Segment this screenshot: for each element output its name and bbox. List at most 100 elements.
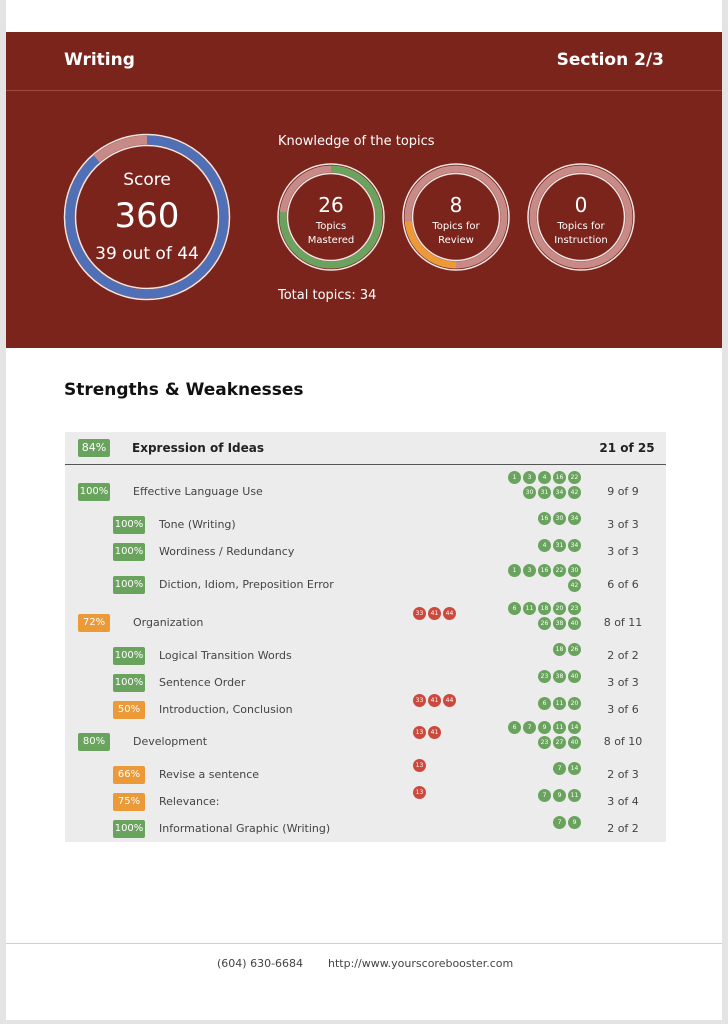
score-ring-graphic <box>63 133 231 301</box>
instruction-ring: 0 Topics for Instruction <box>526 162 636 272</box>
strengths-title: Strengths & Weaknesses <box>64 380 304 400</box>
score-ring: Score 360 39 out of 44 <box>62 132 232 302</box>
incorrect-question-marker[interactable]: 33 <box>413 694 426 707</box>
strengths-table: 84% Expression of Ideas 21 of 25 100% Eff… <box>65 432 666 842</box>
correct-question-marker[interactable]: 9 <box>553 788 566 802</box>
incorrect-question-marker[interactable]: 13 <box>413 786 426 799</box>
topic-percent-badge: 100% <box>113 674 145 692</box>
incorrect-question-marker[interactable]: 41 <box>428 726 441 739</box>
topic-count: 3 of 3 <box>607 676 639 689</box>
correct-question-marker[interactable]: 9 <box>538 721 551 734</box>
correct-question-marker[interactable]: 7 <box>553 815 566 829</box>
incorrect-question-marker[interactable]: 33 <box>413 607 426 620</box>
correct-question-marker[interactable]: 30 <box>568 564 581 577</box>
correct-question-marker[interactable]: 40 <box>568 617 581 630</box>
correct-question-marker[interactable]: 6 <box>508 602 521 615</box>
correct-question-marker[interactable]: 11 <box>568 788 581 802</box>
correct-question-marker[interactable]: 42 <box>568 579 581 592</box>
mastered-ring: 26 Topics Mastered <box>276 162 386 272</box>
category-row: 84% Expression of Ideas 21 of 25 <box>65 432 666 465</box>
section-name: Writing <box>64 50 135 70</box>
topic-name: Organization <box>133 616 204 629</box>
correct-question-marker[interactable]: 23 <box>538 669 551 683</box>
total-topics: Total topics: 34 <box>278 288 377 303</box>
instruction-ring-graphic <box>527 163 635 271</box>
footer-website[interactable]: http://www.yourscorebooster.com <box>328 957 514 970</box>
correct-question-marker[interactable]: 34 <box>568 511 581 525</box>
correct-question-marker[interactable]: 3 <box>523 564 536 577</box>
correct-question-marker[interactable]: 11 <box>553 721 566 734</box>
correct-question-marker[interactable]: 23 <box>568 602 581 615</box>
topic-name: Wordiness / Redundancy <box>159 545 295 558</box>
correct-question-marker[interactable]: 31 <box>553 538 566 552</box>
correct-question-marker[interactable]: 23 <box>538 736 551 749</box>
correct-question-marker[interactable]: 7 <box>553 761 566 775</box>
topic-count: 3 of 4 <box>607 795 639 808</box>
correct-question-marker[interactable]: 34 <box>568 538 581 552</box>
correct-question-marker[interactable]: 26 <box>568 642 581 656</box>
correct-question-marker[interactable]: 18 <box>538 602 551 615</box>
correct-question-marker[interactable]: 31 <box>538 486 551 499</box>
topic-percent-badge: 80% <box>78 733 110 751</box>
correct-question-marker[interactable]: 22 <box>568 471 581 484</box>
correct-question-marker[interactable]: 40 <box>568 669 581 683</box>
correct-question-marker[interactable]: 1 <box>508 471 521 484</box>
topic-percent-badge: 75% <box>113 793 145 811</box>
correct-question-marker[interactable]: 11 <box>523 602 536 615</box>
incorrect-question-marker[interactable]: 13 <box>413 726 426 739</box>
correct-question-marker[interactable]: 14 <box>568 761 581 775</box>
correct-question-marker[interactable]: 42 <box>568 486 581 499</box>
correct-question-marker[interactable]: 30 <box>523 486 536 499</box>
correct-question-marker[interactable]: 20 <box>553 602 566 615</box>
topic-count: 9 of 9 <box>607 485 639 498</box>
instruction-count: 0 <box>574 193 588 217</box>
incorrect-question-marker[interactable]: 44 <box>443 694 456 707</box>
correct-question-marker[interactable]: 40 <box>568 736 581 749</box>
knowledge-heading: Knowledge of the topics <box>278 134 435 149</box>
category-count: 21 of 25 <box>599 441 655 455</box>
correct-question-marker[interactable]: 11 <box>553 696 566 710</box>
correct-question-marker[interactable]: 34 <box>553 486 566 499</box>
topic-count: 2 of 2 <box>607 822 639 835</box>
correct-question-marker[interactable]: 16 <box>553 471 566 484</box>
correct-question-marker[interactable]: 38 <box>553 617 566 630</box>
correct-question-marker[interactable]: 26 <box>538 617 551 630</box>
review-label-line2: Review <box>438 235 474 246</box>
topic-count: 2 of 3 <box>607 768 639 781</box>
incorrect-question-marker[interactable]: 13 <box>413 759 426 772</box>
correct-question-marker[interactable]: 9 <box>568 815 581 829</box>
topic-name: Relevance: <box>159 795 220 808</box>
correct-question-marker[interactable]: 20 <box>568 696 581 710</box>
correct-question-marker[interactable]: 16 <box>538 564 551 577</box>
mastered-count: 26 <box>318 193 344 217</box>
topic-name: Logical Transition Words <box>159 649 292 662</box>
correct-question-marker[interactable]: 18 <box>553 642 566 656</box>
topic-percent-badge: 66% <box>113 766 145 784</box>
correct-question-marker[interactable]: 6 <box>508 721 521 734</box>
correct-question-marker[interactable]: 38 <box>553 669 566 683</box>
topic-count: 6 of 6 <box>607 578 639 591</box>
review-count: 8 <box>449 193 463 217</box>
correct-question-marker[interactable]: 14 <box>568 721 581 734</box>
correct-question-marker[interactable]: 1 <box>508 564 521 577</box>
footer-phone: (604) 630-6684 <box>217 957 304 970</box>
correct-question-marker[interactable]: 3 <box>523 471 536 484</box>
correct-question-marker[interactable]: 7 <box>523 721 536 734</box>
correct-question-marker[interactable]: 22 <box>553 564 566 577</box>
topic-name: Revise a sentence <box>159 768 260 781</box>
correct-question-marker[interactable]: 7 <box>538 788 551 802</box>
correct-question-marker[interactable]: 30 <box>553 511 566 525</box>
correct-question-marker[interactable]: 4 <box>538 538 551 552</box>
topic-percent-badge: 100% <box>113 543 145 561</box>
topic-percent-badge: 72% <box>78 614 110 632</box>
mastered-label-line1: Topics <box>315 221 347 232</box>
incorrect-question-marker[interactable]: 41 <box>428 694 441 707</box>
incorrect-question-marker[interactable]: 44 <box>443 607 456 620</box>
topic-name: Sentence Order <box>159 676 246 689</box>
topic-name: Tone (Writing) <box>159 518 236 531</box>
correct-question-marker[interactable]: 6 <box>538 696 551 710</box>
correct-question-marker[interactable]: 16 <box>538 511 551 525</box>
correct-question-marker[interactable]: 27 <box>553 736 566 749</box>
incorrect-question-marker[interactable]: 41 <box>428 607 441 620</box>
correct-question-marker[interactable]: 4 <box>538 471 551 484</box>
